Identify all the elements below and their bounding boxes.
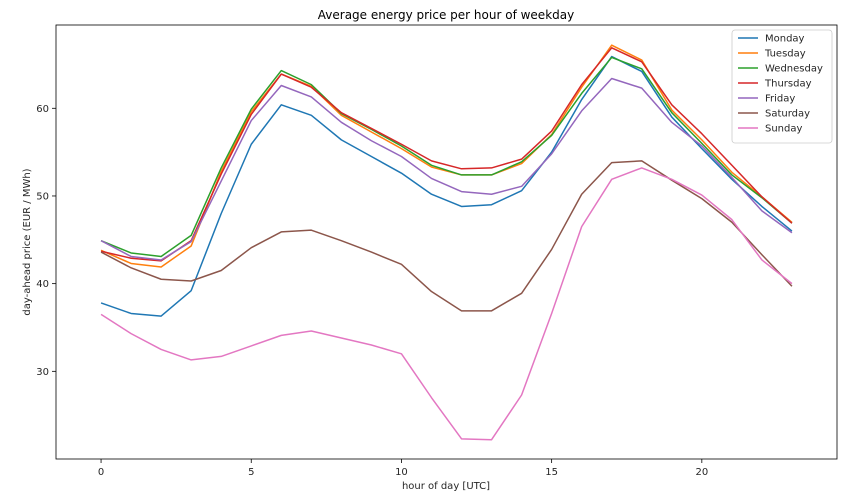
x-axis: 0 5 10 15 20 <box>98 459 708 478</box>
series-line-monday <box>100 55 793 317</box>
plot-area <box>100 44 793 441</box>
series-line-saturday <box>100 160 793 312</box>
legend-label: Wednesday <box>765 64 823 75</box>
x-tick-label: 20 <box>695 467 708 478</box>
series-line-wednesday <box>100 56 793 258</box>
chart-title: Average energy price per hour of weekday <box>318 8 574 22</box>
x-tick-label: 5 <box>248 467 254 478</box>
series-line-friday <box>100 77 793 261</box>
legend-label: Sunday <box>765 124 802 135</box>
y-axis-label: day-ahead price (EUR / MWh) <box>22 168 33 315</box>
legend-item: Sunday <box>738 124 802 135</box>
series-line-tuesday <box>100 44 793 268</box>
legend: Monday Tuesday Wednesday Thursday Friday Satu… <box>731 29 833 144</box>
y-tick-label: 30 <box>36 367 49 378</box>
x-tick-label: 15 <box>545 467 558 478</box>
y-tick-label: 40 <box>36 279 49 290</box>
legend-item: Saturday <box>738 109 810 120</box>
x-axis-label: hour of day [UTC] <box>402 481 490 492</box>
series-line-sunday <box>100 167 793 441</box>
axes-frame <box>55 24 838 460</box>
legend-label: Tuesday <box>764 49 806 60</box>
legend-label: Thursday <box>764 79 812 90</box>
legend-frame <box>731 29 833 144</box>
legend-label: Saturday <box>765 109 810 120</box>
legend-item: Friday <box>738 94 795 105</box>
legend-item: Tuesday <box>738 49 806 60</box>
legend-item: Monday <box>738 34 805 45</box>
x-tick-label: 0 <box>98 467 104 478</box>
x-tick-label: 10 <box>395 467 408 478</box>
legend-label: Monday <box>765 34 805 45</box>
y-tick-label: 50 <box>36 191 49 202</box>
legend-item: Wednesday <box>738 64 823 75</box>
legend-label: Friday <box>765 94 795 105</box>
legend-item: Thursday <box>738 79 812 90</box>
y-tick-label: 60 <box>36 104 49 115</box>
series-line-thursday <box>100 47 793 262</box>
y-axis: 30 40 50 60 <box>36 104 56 378</box>
